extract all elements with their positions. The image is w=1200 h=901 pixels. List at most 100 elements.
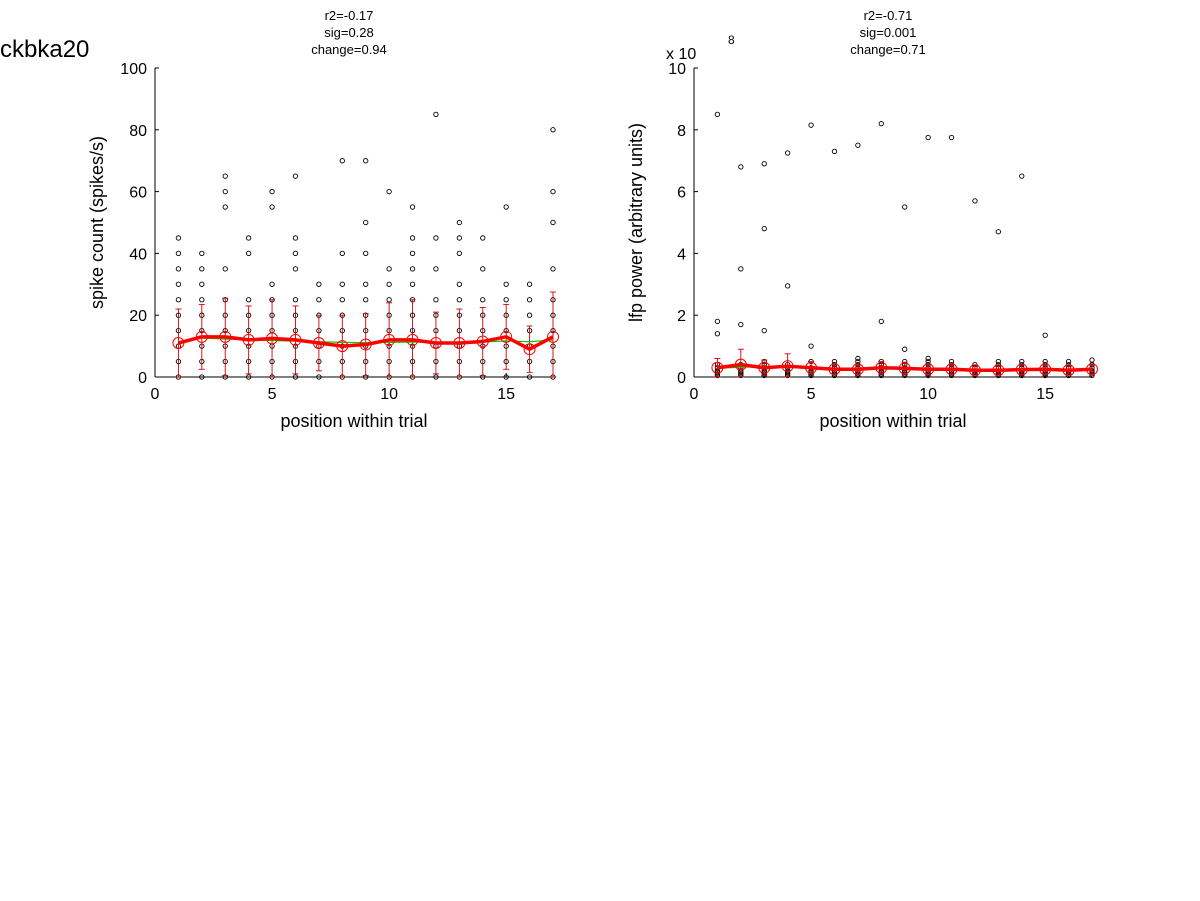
data-point xyxy=(363,219,369,226)
data-point xyxy=(808,122,814,128)
data-point xyxy=(738,266,744,272)
data-point xyxy=(409,235,416,241)
data-point xyxy=(456,235,463,241)
data-point xyxy=(199,281,205,287)
mean-marker xyxy=(734,358,747,371)
data-point xyxy=(784,150,791,156)
data-point xyxy=(550,266,556,272)
exponent-label: x 10 xyxy=(666,46,696,63)
data-point xyxy=(409,250,416,257)
mean-marker xyxy=(758,361,771,374)
data-point xyxy=(878,318,884,325)
mean-marker xyxy=(359,338,372,351)
y-tick-label: 80 xyxy=(129,123,147,140)
data-point xyxy=(714,318,721,325)
data-point xyxy=(433,111,439,118)
data-point xyxy=(714,111,721,118)
mean-marker xyxy=(476,335,489,348)
data-point xyxy=(269,188,275,195)
y-tick-label: 100 xyxy=(120,61,147,78)
mean-marker xyxy=(945,363,958,376)
mean-marker xyxy=(453,337,466,350)
data-point xyxy=(292,266,299,272)
spike-count-panel: r2=-0.17 sig=0.28 change=0.94 0 5 10 15 0 20 40 60… xyxy=(87,8,559,431)
data-point xyxy=(363,281,369,287)
data-point xyxy=(480,235,486,241)
y-tick-label: 20 xyxy=(129,308,147,325)
data-point xyxy=(1042,332,1048,338)
data-point xyxy=(761,161,767,167)
stat-line: change=0.71 xyxy=(850,42,926,57)
y-tick-label: 0 xyxy=(677,370,686,387)
mean-marker xyxy=(242,333,255,346)
data-point xyxy=(1042,358,1048,365)
mean-marker xyxy=(781,360,794,373)
stat-line: sig=0.001 xyxy=(860,25,917,40)
data-point xyxy=(784,283,791,289)
data-point xyxy=(386,281,392,287)
stat-line: change=0.94 xyxy=(311,42,387,57)
data-point xyxy=(199,374,205,380)
x-tick-label: 10 xyxy=(380,386,398,403)
data-point xyxy=(386,297,392,303)
data-point xyxy=(316,281,322,287)
data-point xyxy=(503,281,509,287)
mean-marker xyxy=(992,364,1005,377)
mean-marker xyxy=(219,330,232,343)
data-point xyxy=(339,297,345,303)
data-point xyxy=(339,158,345,164)
data-point xyxy=(222,188,228,195)
data-point xyxy=(409,281,416,287)
data-point xyxy=(902,346,908,352)
x-tick-label: 10 xyxy=(919,386,937,403)
data-point xyxy=(550,219,556,226)
mean-marker xyxy=(523,343,536,356)
data-point xyxy=(175,281,182,287)
y-axis-label: spike count (spikes/s) xyxy=(87,136,107,309)
x-axis-label: position within trial xyxy=(819,411,966,431)
data-point xyxy=(339,250,345,257)
data-point xyxy=(761,226,767,232)
data-point xyxy=(855,142,861,148)
mean-marker xyxy=(195,330,208,343)
y-tick-label: 60 xyxy=(129,185,147,202)
data-point xyxy=(948,134,955,141)
data-point xyxy=(456,250,463,257)
mean-marker xyxy=(547,330,559,343)
data-point xyxy=(363,250,369,257)
data-point xyxy=(175,235,182,241)
x-tick-label: 15 xyxy=(497,386,515,403)
mean-marker xyxy=(1039,363,1052,376)
data-point xyxy=(245,374,252,380)
data-point xyxy=(339,281,345,287)
data-point xyxy=(433,235,439,241)
data-point xyxy=(808,343,814,349)
y-tick-label: 2 xyxy=(677,308,686,325)
mean-marker xyxy=(828,363,841,376)
data-point xyxy=(948,358,955,365)
data-point xyxy=(503,297,509,303)
y-tick-label: 8 xyxy=(677,123,686,140)
data-point xyxy=(526,297,533,303)
mean-marker xyxy=(336,340,349,353)
mean-marker xyxy=(312,337,325,350)
mean-marker xyxy=(266,332,279,345)
mean-marker xyxy=(172,337,185,350)
figure-label: ckbka20 xyxy=(0,36,89,63)
data-point xyxy=(433,266,439,272)
data-point xyxy=(433,374,439,380)
data-point xyxy=(1019,358,1025,365)
data-point xyxy=(386,188,392,195)
data-point xyxy=(550,188,556,195)
y-tick-label: 40 xyxy=(129,246,147,263)
stat-line: sig=0.28 xyxy=(324,25,374,40)
data-point xyxy=(550,127,556,133)
mean-marker xyxy=(1062,364,1075,377)
data-point xyxy=(222,204,228,210)
data-point xyxy=(503,374,509,380)
data-point xyxy=(409,266,416,272)
x-tick-label: 15 xyxy=(1036,386,1054,403)
data-point xyxy=(714,331,721,337)
data-point xyxy=(199,250,205,257)
